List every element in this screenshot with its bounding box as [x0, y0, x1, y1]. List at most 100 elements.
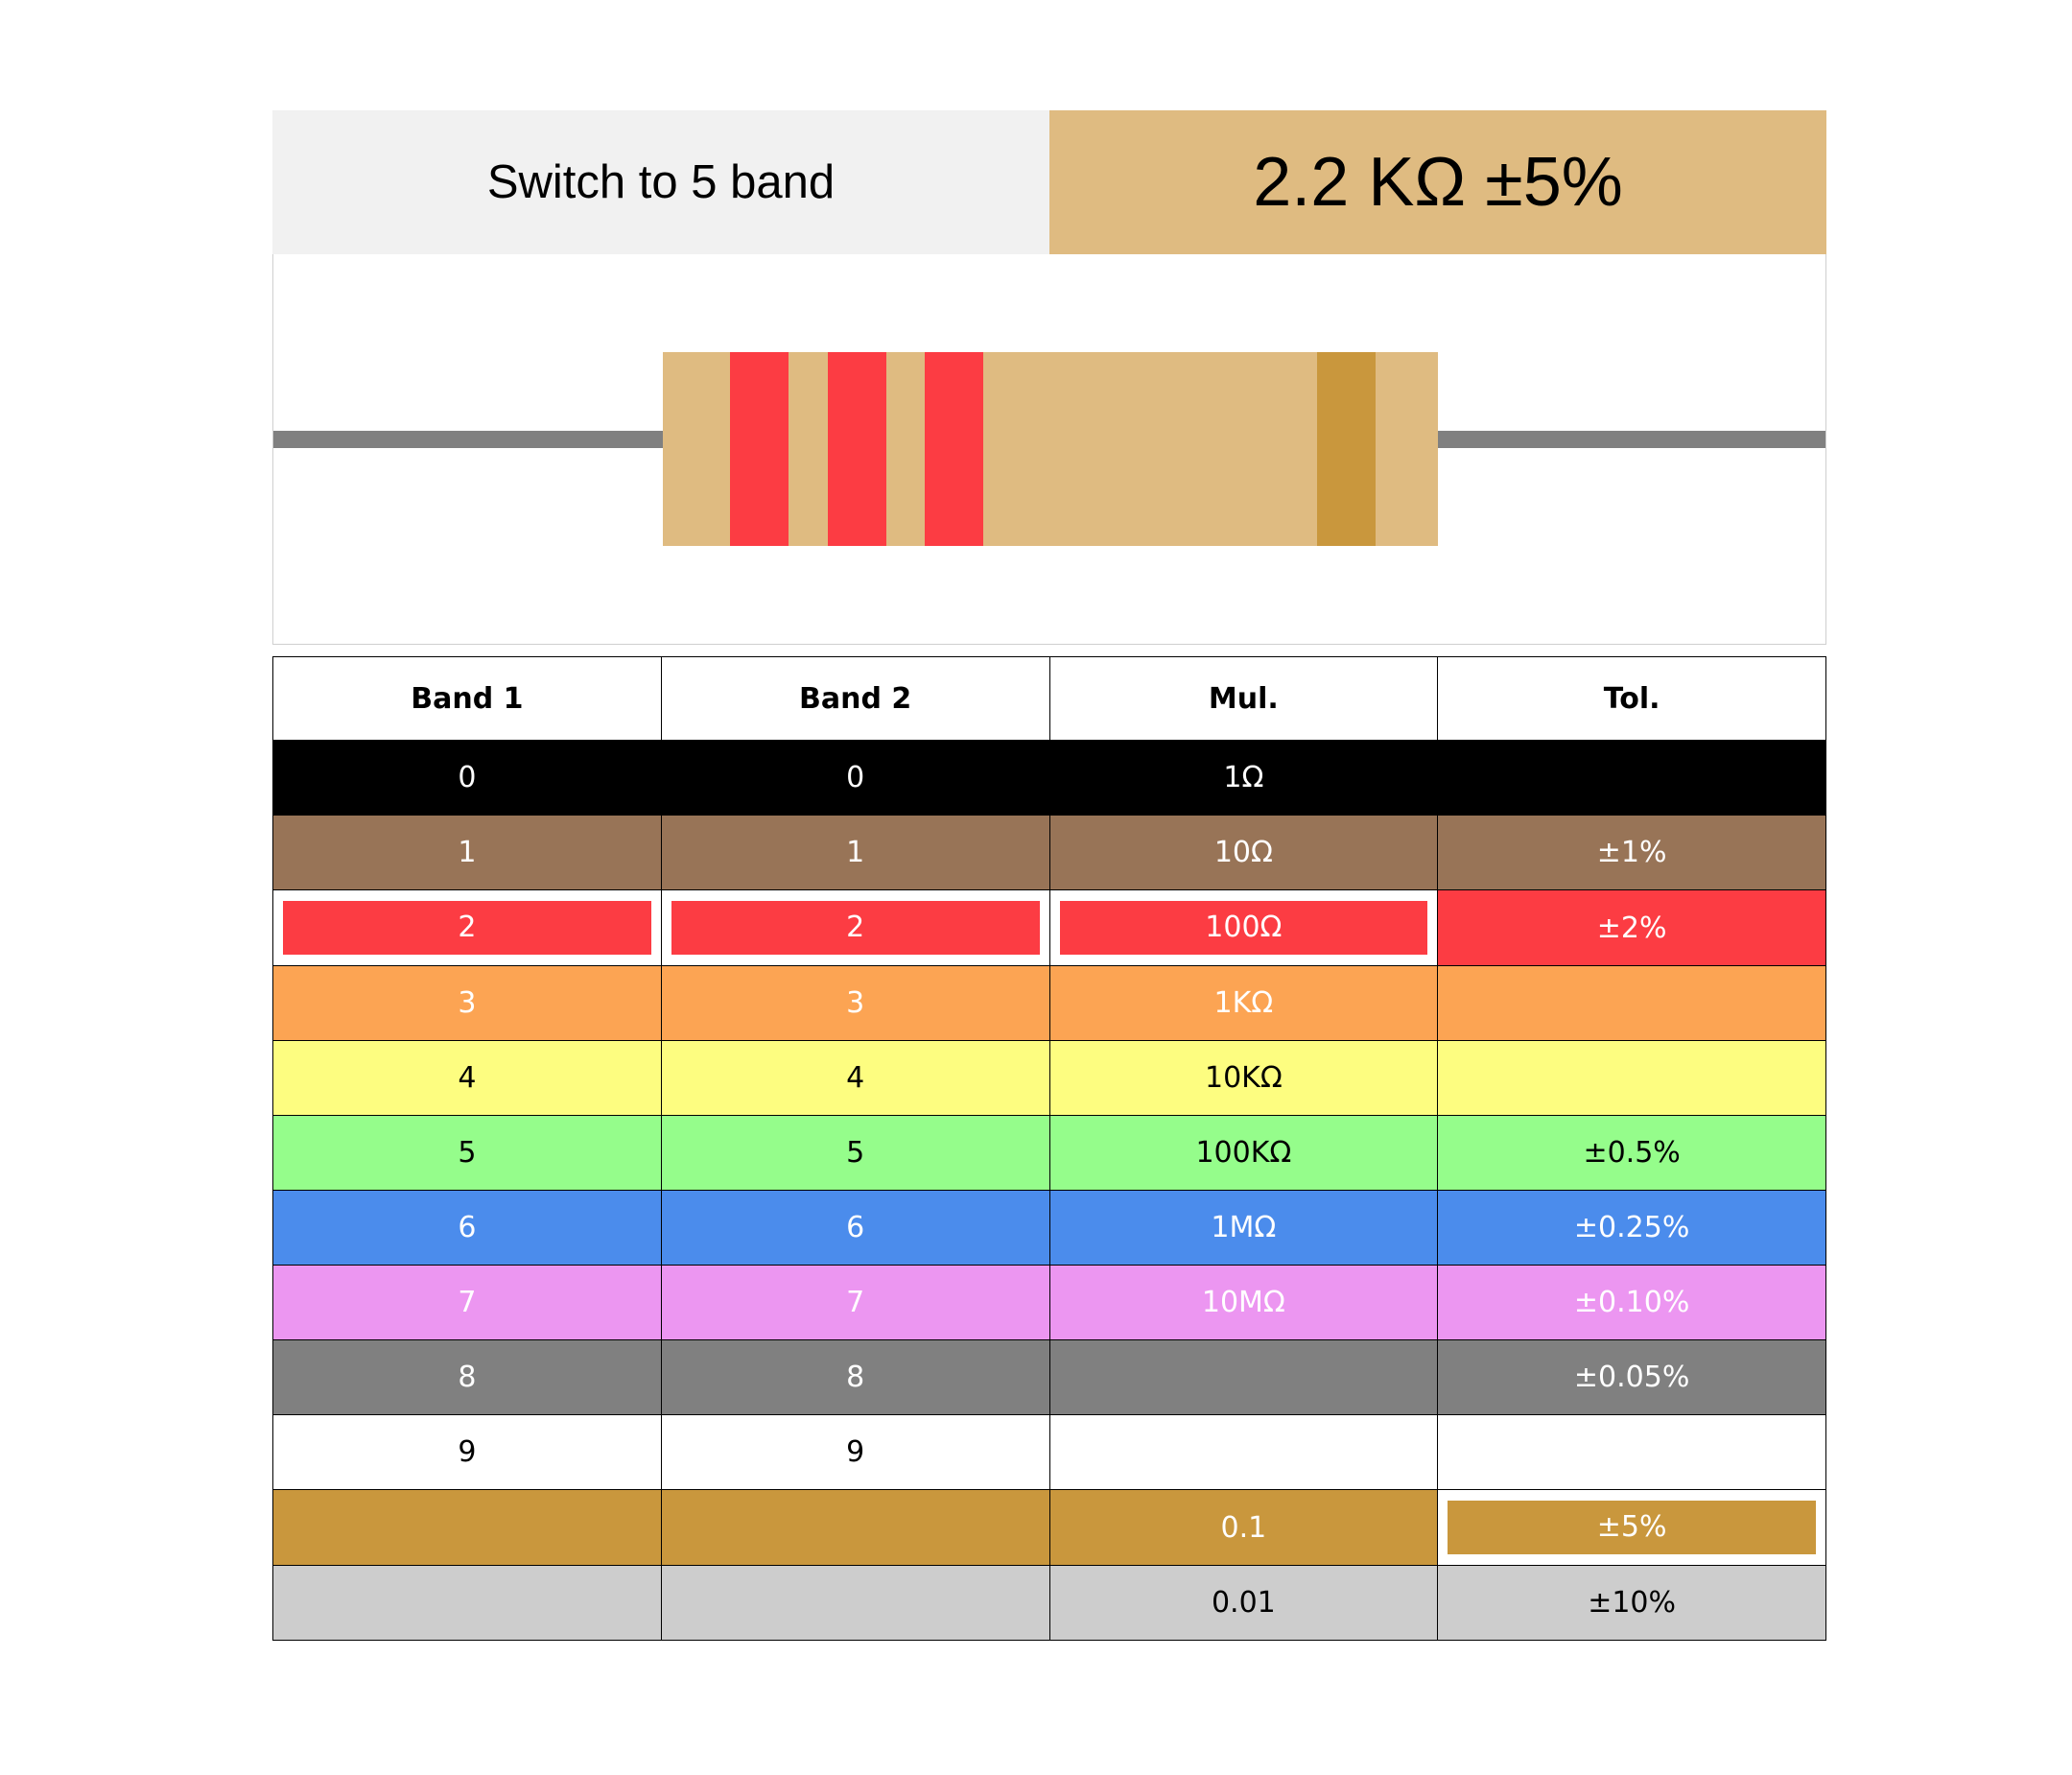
color-cell-value: 3	[846, 986, 865, 1020]
color-cell-tolerance[interactable]: ±2%	[1437, 889, 1826, 966]
color-cell-value: 1	[846, 836, 865, 869]
color-cell-value: 100Ω	[1059, 901, 1428, 955]
color-cell-value: 10KΩ	[1204, 1061, 1283, 1095]
color-cell-band-2[interactable]: 0	[660, 740, 1050, 816]
color-cell-value: ±10%	[1588, 1586, 1677, 1620]
color-cell-multiplier[interactable]: 0.1	[1048, 1489, 1439, 1566]
color-cell-value: 8	[846, 1361, 865, 1394]
color-cell-tolerance[interactable]: ±0.25%	[1437, 1190, 1826, 1266]
color-cell-band-2[interactable]: 8	[660, 1339, 1050, 1415]
color-cell-band-1[interactable]: 8	[272, 1339, 662, 1415]
color-cell-band-1[interactable]: 9	[272, 1414, 662, 1490]
color-code-rows: 0 0 1Ω 1 1 10Ω ±1% 2 2 100Ω ±2% 3 3 1KΩ 4 4 10KΩ 5 5 100KΩ ±…	[272, 740, 1826, 1641]
color-cell-value: ±5%	[1448, 1501, 1816, 1554]
color-cell-multiplier[interactable]: 100Ω	[1048, 889, 1439, 966]
color-cell-band-2[interactable]: 3	[660, 965, 1050, 1041]
color-cell-band-1[interactable]: 7	[272, 1265, 662, 1340]
color-cell-multiplier[interactable]: 10KΩ	[1048, 1040, 1439, 1116]
color-cell-band-2[interactable]: 2	[660, 889, 1050, 966]
color-cell-tolerance[interactable]: ±0.05%	[1437, 1339, 1826, 1415]
color-cell-tolerance[interactable]	[1437, 1040, 1826, 1116]
color-cell-multiplier[interactable]: 0.01	[1048, 1565, 1439, 1641]
color-cell-value: 1Ω	[1223, 761, 1264, 794]
color-cell-value: 0	[458, 761, 477, 794]
column-header-band-1: Band 1	[272, 656, 662, 741]
resistor-band-tolerance	[1317, 352, 1376, 546]
color-cell-multiplier[interactable]: 10MΩ	[1048, 1265, 1439, 1340]
color-cell-value: ±0.05%	[1573, 1361, 1690, 1394]
color-cell-value: 10MΩ	[1201, 1286, 1285, 1319]
color-cell-value: 2	[671, 901, 1040, 955]
color-cell-band-2[interactable]: 5	[660, 1115, 1050, 1191]
color-cell-value: ±1%	[1596, 836, 1667, 869]
color-cell-tolerance[interactable]: ±1%	[1437, 815, 1826, 890]
resistor-lead-right	[1438, 431, 1825, 448]
color-cell-value: 0	[846, 761, 865, 794]
color-cell-value: 8	[458, 1361, 477, 1394]
color-cell-multiplier[interactable]: 10Ω	[1048, 815, 1439, 890]
color-cell-value: 1MΩ	[1211, 1211, 1277, 1244]
color-cell-multiplier[interactable]	[1048, 1414, 1439, 1490]
color-cell-band-1[interactable]: 6	[272, 1190, 662, 1266]
color-cell-value: ±2%	[1596, 911, 1667, 945]
color-cell-band-1[interactable]	[272, 1489, 662, 1566]
resistor-band-multiplier	[925, 352, 983, 546]
table-row: 3 3 1KΩ	[272, 965, 1826, 1041]
color-cell-band-2[interactable]	[660, 1489, 1050, 1566]
color-cell-band-1[interactable]: 4	[272, 1040, 662, 1116]
color-cell-band-1[interactable]	[272, 1565, 662, 1641]
color-cell-value: 4	[458, 1061, 477, 1095]
resistor-diagram	[272, 254, 1826, 645]
color-cell-tolerance[interactable]: ±0.5%	[1437, 1115, 1826, 1191]
color-cell-value: ±0.10%	[1573, 1286, 1690, 1319]
color-cell-tolerance[interactable]: ±5%	[1437, 1489, 1826, 1566]
color-cell-value: 0.1	[1220, 1510, 1267, 1545]
color-cell-band-1[interactable]: 2	[272, 889, 662, 966]
resistor-body	[663, 352, 1438, 546]
color-cell-value: 1	[458, 836, 477, 869]
color-code-table: Band 1 Band 2 Mul. Tol. 0 0 1Ω 1 1 10Ω ±1% 2 2 10…	[272, 656, 1826, 1641]
table-row: 2 2 100Ω ±2%	[272, 889, 1826, 966]
column-header-band-2: Band 2	[660, 656, 1050, 741]
color-cell-value: ±0.25%	[1573, 1211, 1690, 1244]
table-row: 0 0 1Ω	[272, 740, 1826, 816]
color-cell-band-2[interactable]: 6	[660, 1190, 1050, 1266]
color-cell-band-1[interactable]: 5	[272, 1115, 662, 1191]
color-cell-value: 2	[283, 901, 651, 955]
color-cell-tolerance[interactable]: ±10%	[1437, 1565, 1826, 1641]
color-cell-tolerance[interactable]: ±0.10%	[1437, 1265, 1826, 1340]
color-cell-band-2[interactable]	[660, 1565, 1050, 1641]
color-cell-multiplier[interactable]: 1Ω	[1048, 740, 1439, 816]
color-cell-tolerance[interactable]	[1437, 740, 1826, 816]
color-cell-band-2[interactable]: 1	[660, 815, 1050, 890]
color-cell-value: 7	[846, 1286, 865, 1319]
color-cell-value: 6	[846, 1211, 865, 1244]
table-header-row: Band 1 Band 2 Mul. Tol.	[272, 656, 1826, 741]
color-cell-multiplier[interactable]: 1KΩ	[1048, 965, 1439, 1041]
color-cell-tolerance[interactable]	[1437, 965, 1826, 1041]
table-row: 7 7 10MΩ ±0.10%	[272, 1265, 1826, 1340]
color-cell-band-2[interactable]: 4	[660, 1040, 1050, 1116]
color-cell-multiplier[interactable]	[1048, 1339, 1439, 1415]
table-row: 1 1 10Ω ±1%	[272, 815, 1826, 890]
color-cell-value: 5	[846, 1136, 865, 1170]
color-cell-band-1[interactable]: 0	[272, 740, 662, 816]
color-cell-multiplier[interactable]: 1MΩ	[1048, 1190, 1439, 1266]
resistance-value-display: 2.2 KΩ ±5%	[1049, 110, 1826, 254]
color-cell-band-2[interactable]: 7	[660, 1265, 1050, 1340]
switch-band-mode-button[interactable]: Switch to 5 band	[272, 110, 1049, 254]
color-cell-value: 100KΩ	[1195, 1136, 1292, 1170]
header: Switch to 5 band 2.2 KΩ ±5%	[272, 110, 1826, 254]
color-cell-tolerance[interactable]	[1437, 1414, 1826, 1490]
column-header-tolerance: Tol.	[1437, 656, 1826, 741]
color-cell-band-2[interactable]: 9	[660, 1414, 1050, 1490]
table-row: 4 4 10KΩ	[272, 1040, 1826, 1116]
color-cell-value: 4	[846, 1061, 865, 1095]
color-cell-band-1[interactable]: 3	[272, 965, 662, 1041]
color-cell-value: 7	[458, 1286, 477, 1319]
table-row: 5 5 100KΩ ±0.5%	[272, 1115, 1826, 1191]
resistor-band-1	[730, 352, 789, 546]
color-cell-band-1[interactable]: 1	[272, 815, 662, 890]
color-cell-multiplier[interactable]: 100KΩ	[1048, 1115, 1439, 1191]
resistor-band-2	[828, 352, 886, 546]
